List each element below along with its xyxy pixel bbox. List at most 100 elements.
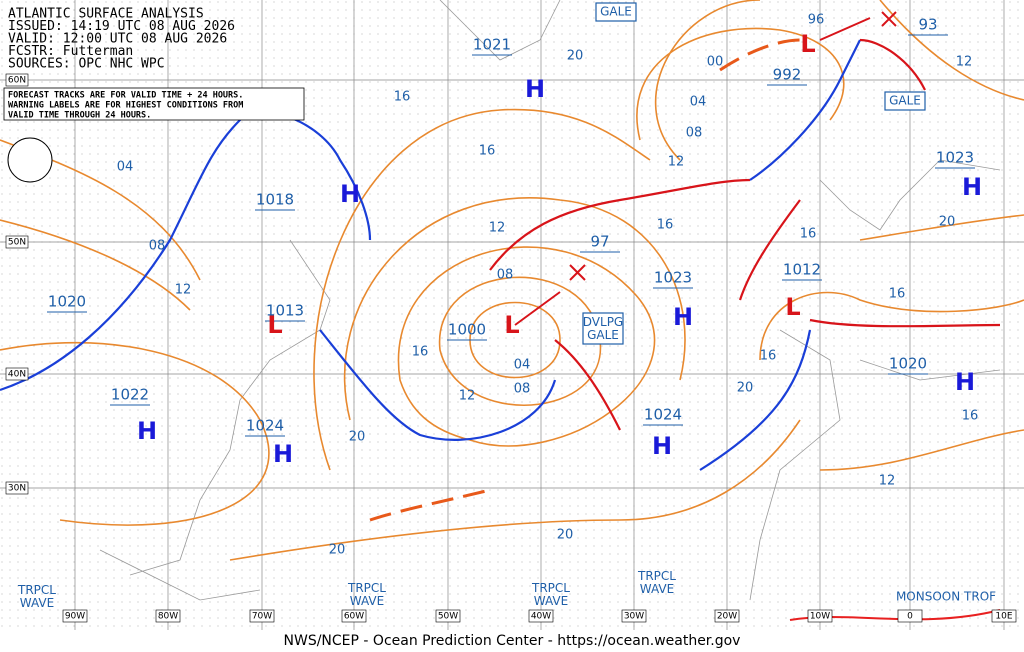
pressure-symbol: H bbox=[525, 75, 545, 103]
isobar-label: 04 bbox=[690, 95, 707, 110]
isobar-label: 00 bbox=[707, 55, 724, 70]
pressure-symbol: L bbox=[504, 311, 519, 339]
isobar-label: 20 bbox=[737, 381, 754, 396]
notice-line: WARNING LABELS ARE FOR HIGHEST CONDITION… bbox=[8, 101, 243, 111]
isobar-label: 08 bbox=[497, 268, 514, 283]
longitude-label: 50W bbox=[438, 612, 458, 622]
longitude-label-box bbox=[621, 609, 647, 623]
isobar-label: 16 bbox=[479, 144, 496, 159]
pressure-symbol: H bbox=[673, 303, 693, 331]
header-line: ISSUED: 14:19 UTC 08 AUG 2026 bbox=[8, 19, 235, 34]
pressure-value: 97 bbox=[590, 233, 609, 251]
notice-line: FORECAST TRACKS ARE FOR VALID TIME + 24 … bbox=[8, 91, 243, 101]
longitude-label: 90W bbox=[65, 612, 85, 622]
longitude-label: 20W bbox=[717, 612, 737, 622]
longitude-label: 10E bbox=[995, 612, 1012, 622]
header-line: ATLANTIC SURFACE ANALYSIS bbox=[8, 7, 204, 22]
pressure-value: 1023 bbox=[936, 149, 974, 167]
isobar-label: 16 bbox=[889, 287, 906, 302]
latitude-label-box bbox=[5, 235, 29, 249]
pressure-value: 1024 bbox=[246, 417, 284, 435]
longitude-label: 80W bbox=[158, 612, 178, 622]
longitude-label: 0 bbox=[907, 612, 913, 622]
latitude-label-box bbox=[5, 73, 29, 87]
longitude-label: 10W bbox=[810, 612, 830, 622]
longitude-label-box bbox=[249, 609, 275, 623]
warning-box bbox=[595, 2, 637, 22]
pressure-value: 1020 bbox=[889, 355, 927, 373]
footer-credit: NWS/NCEP - Ocean Prediction Center - htt… bbox=[284, 633, 741, 649]
isobar-label: 16 bbox=[394, 90, 411, 105]
latitude-label-box bbox=[5, 367, 29, 381]
isobar-label: 96 bbox=[808, 13, 825, 28]
latitude-label: 50N bbox=[8, 238, 26, 248]
pressure-symbol: L bbox=[267, 311, 282, 339]
longitude-label-box bbox=[435, 609, 461, 623]
notice-line: VALID TIME THROUGH 24 HOURS. bbox=[8, 111, 151, 121]
latitude-label-box bbox=[5, 481, 29, 495]
notice-box bbox=[3, 87, 305, 121]
warning-box bbox=[582, 312, 624, 345]
longitude-label-box bbox=[155, 609, 181, 623]
isobar-label: 20 bbox=[329, 543, 346, 558]
pressure-symbol: L bbox=[785, 293, 800, 321]
isobar-label: 12 bbox=[879, 474, 896, 489]
pressure-symbol: H bbox=[137, 417, 157, 445]
isobar-label: 08 bbox=[686, 126, 703, 141]
longitude-label: 30W bbox=[624, 612, 644, 622]
footer-band bbox=[0, 630, 1024, 652]
pressure-value: 1018 bbox=[256, 191, 294, 209]
pressure-value: 1023 bbox=[654, 269, 692, 287]
longitude-label-box bbox=[897, 609, 923, 623]
pressure-symbol: L bbox=[800, 30, 815, 58]
latitude-label: 60N bbox=[8, 76, 26, 86]
pressure-symbol: H bbox=[955, 368, 975, 396]
isobars bbox=[0, 0, 1024, 561]
pressure-symbol: H bbox=[652, 432, 672, 460]
header-line: FCSTR: Futterman bbox=[8, 44, 133, 59]
isobar-label: 12 bbox=[668, 155, 685, 170]
isobar-label: 08 bbox=[514, 382, 531, 397]
pressure-value: 1000 bbox=[448, 321, 486, 339]
header-line: VALID: 12:00 UTC 08 AUG 2026 bbox=[8, 32, 227, 47]
isobar-label: 04 bbox=[117, 160, 134, 175]
isobar-label: 12 bbox=[956, 55, 973, 70]
pressure-value: 1022 bbox=[111, 386, 149, 404]
header-line: SOURCES: OPC NHC WPC bbox=[8, 57, 165, 72]
coastlines bbox=[99, 0, 1001, 601]
isobar-label: 16 bbox=[760, 349, 777, 364]
pressure-value: 1021 bbox=[473, 36, 511, 54]
tropical-wave-label: TRPCL WAVE bbox=[637, 569, 676, 596]
latitude-label: 40N bbox=[8, 370, 26, 380]
graticule bbox=[0, 0, 1024, 630]
tropical-wave-label: TRPCL WAVE bbox=[531, 581, 570, 608]
tropical-wave-label: TRPCL WAVE bbox=[17, 583, 56, 610]
warning-box bbox=[884, 91, 926, 111]
isobar-label: 04 bbox=[514, 358, 531, 373]
latitude-label: 30N bbox=[8, 484, 26, 494]
isobar-label: 16 bbox=[962, 409, 979, 424]
pressure-value: 992 bbox=[773, 66, 802, 84]
pressure-symbol: H bbox=[273, 440, 293, 468]
longitude-label-box bbox=[341, 609, 367, 623]
isobar-label: 12 bbox=[489, 221, 506, 236]
noaa-logo bbox=[7, 137, 53, 183]
longitude-label-box bbox=[991, 609, 1017, 623]
longitude-label: 60W bbox=[344, 612, 364, 622]
pressure-symbol: H bbox=[340, 180, 360, 208]
isobar-label: 16 bbox=[800, 227, 817, 242]
isobar-label: 20 bbox=[939, 215, 956, 230]
isobar-label: 12 bbox=[175, 283, 192, 298]
longitude-label: 70W bbox=[252, 612, 272, 622]
isobar-label: 20 bbox=[567, 49, 584, 64]
pressure-value: 93 bbox=[918, 16, 937, 34]
isobar-label: 16 bbox=[412, 345, 429, 360]
longitude-label-box bbox=[714, 609, 740, 623]
isobar-label: 08 bbox=[149, 239, 166, 254]
isobar-label: 16 bbox=[657, 218, 674, 233]
warning-label: DVLPG GALE bbox=[583, 315, 623, 342]
tropical-wave-label: TRPCL WAVE bbox=[347, 581, 386, 608]
warning-label: GALE bbox=[889, 94, 921, 108]
